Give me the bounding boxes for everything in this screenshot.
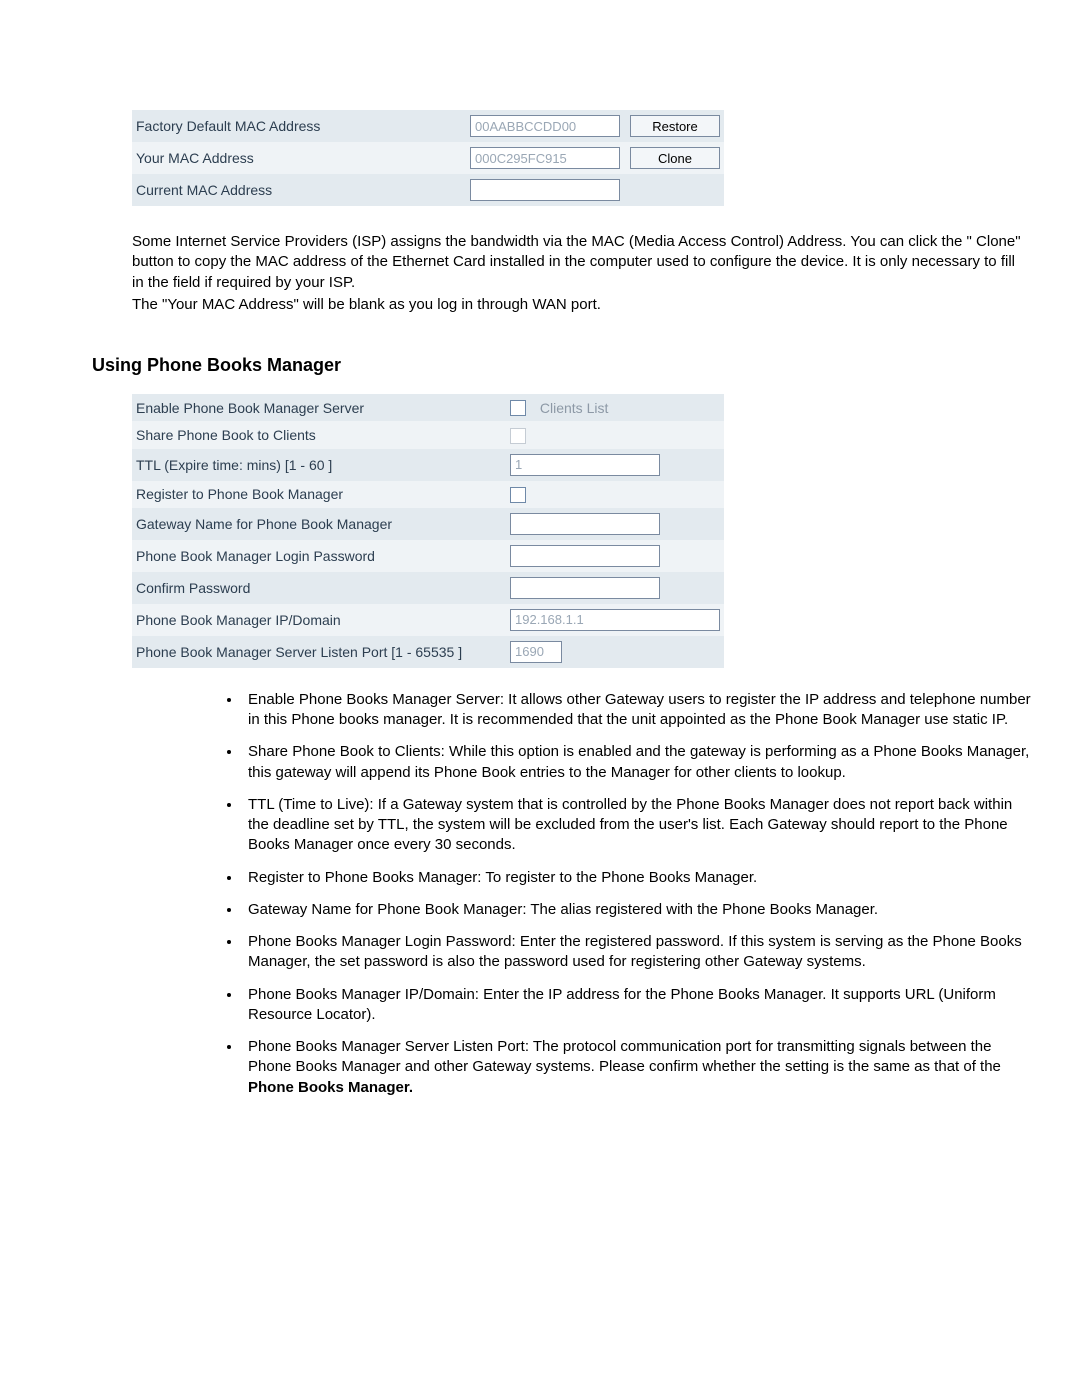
share-pb-checkbox[interactable]	[510, 428, 526, 444]
table-row: Phone Book Manager Server Listen Port [1…	[132, 636, 724, 668]
clone-button[interactable]: Clone	[630, 147, 720, 169]
explanation-list: Enable Phone Books Manager Server: It al…	[242, 690, 1032, 1098]
table-row: Share Phone Book to Clients	[132, 421, 724, 448]
list-item: Phone Books Manager Server Listen Port: …	[242, 1037, 1032, 1098]
table-row: Your MAC Address Clone	[132, 142, 724, 174]
mac-address-table: Factory Default MAC Address Restore Your…	[132, 110, 724, 206]
enable-pbm-checkbox[interactable]	[510, 400, 526, 416]
list-item: Gateway Name for Phone Book Manager: The…	[242, 900, 1032, 920]
listen-port-input[interactable]	[510, 641, 562, 663]
table-row: Factory Default MAC Address Restore	[132, 110, 724, 142]
mac-paragraph-2: The "Your MAC Address" will be blank as …	[132, 295, 1028, 315]
list-item-text: Phone Books Manager Server Listen Port: …	[248, 1038, 1001, 1075]
table-row: TTL (Expire time: mins) [1 - 60 ]	[132, 449, 724, 481]
list-item: Share Phone Book to Clients: While this …	[242, 742, 1032, 783]
ttl-label: TTL (Expire time: mins) [1 - 60 ]	[132, 449, 506, 481]
table-row: Register to Phone Book Manager	[132, 481, 724, 508]
table-row: Current MAC Address	[132, 174, 724, 206]
current-mac-label: Current MAC Address	[132, 174, 466, 206]
your-mac-input[interactable]	[470, 147, 620, 169]
table-row: Enable Phone Book Manager Server Clients…	[132, 394, 724, 421]
register-pbm-label: Register to Phone Book Manager	[132, 481, 506, 508]
list-item: Phone Books Manager IP/Domain: Enter the…	[242, 985, 1032, 1026]
share-pb-label: Share Phone Book to Clients	[132, 421, 506, 448]
table-row: Phone Book Manager IP/Domain	[132, 604, 724, 636]
your-mac-label: Your MAC Address	[132, 142, 466, 174]
list-item-bold: Phone Books Manager.	[248, 1079, 413, 1096]
list-item: TTL (Time to Live): If a Gateway system …	[242, 795, 1032, 856]
listen-port-label: Phone Book Manager Server Listen Port [1…	[132, 636, 506, 668]
table-row: Confirm Password	[132, 572, 724, 604]
mac-paragraph-1: Some Internet Service Providers (ISP) as…	[132, 232, 1028, 293]
pbm-ip-label: Phone Book Manager IP/Domain	[132, 604, 506, 636]
ttl-input[interactable]	[510, 454, 660, 476]
list-item: Phone Books Manager Login Password: Ente…	[242, 932, 1032, 973]
register-pbm-checkbox[interactable]	[510, 487, 526, 503]
section-heading: Using Phone Books Manager	[92, 355, 988, 376]
factory-mac-label: Factory Default MAC Address	[132, 110, 466, 142]
table-row: Gateway Name for Phone Book Manager	[132, 508, 724, 540]
table-row: Phone Book Manager Login Password	[132, 540, 724, 572]
login-password-input[interactable]	[510, 545, 660, 567]
login-password-label: Phone Book Manager Login Password	[132, 540, 506, 572]
pbm-ip-input[interactable]	[510, 609, 720, 631]
list-item: Enable Phone Books Manager Server: It al…	[242, 690, 1032, 731]
clients-list-link[interactable]: Clients List	[540, 400, 608, 416]
list-item: Register to Phone Books Manager: To regi…	[242, 868, 1032, 888]
restore-button[interactable]: Restore	[630, 115, 720, 137]
current-mac-input[interactable]	[470, 179, 620, 201]
factory-mac-input[interactable]	[470, 115, 620, 137]
confirm-password-label: Confirm Password	[132, 572, 506, 604]
confirm-password-input[interactable]	[510, 577, 660, 599]
phone-book-manager-table: Enable Phone Book Manager Server Clients…	[132, 394, 724, 668]
gateway-name-input[interactable]	[510, 513, 660, 535]
gateway-name-label: Gateway Name for Phone Book Manager	[132, 508, 506, 540]
enable-pbm-label: Enable Phone Book Manager Server	[132, 394, 506, 421]
